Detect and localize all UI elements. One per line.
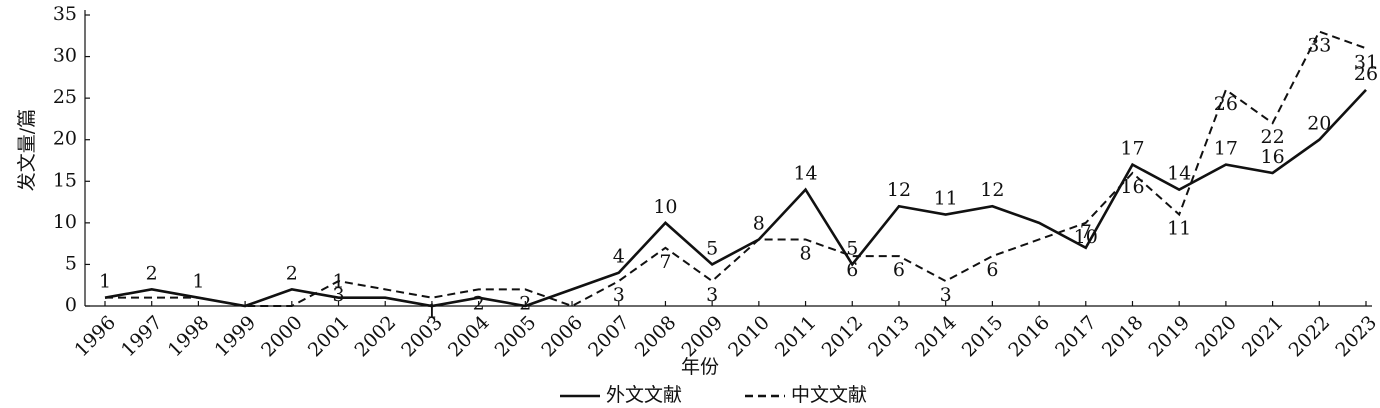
data-label: 17 <box>1120 138 1144 160</box>
data-label: 6 <box>893 259 905 281</box>
x-tick-label: 2008 <box>631 312 681 362</box>
data-label: 12 <box>980 179 1004 201</box>
data-label: 16 <box>1260 146 1284 168</box>
data-label: 7 <box>1080 221 1092 243</box>
data-label: 3 <box>613 284 625 306</box>
data-label: 1 <box>426 301 438 323</box>
x-tick-label: 2005 <box>491 312 541 362</box>
data-label: 3 <box>940 284 952 306</box>
legend-label: 中文文献 <box>791 384 867 406</box>
data-label: 7 <box>659 251 671 273</box>
data-label: 8 <box>800 242 812 264</box>
x-tick-label: 2014 <box>911 312 961 362</box>
data-label: 2 <box>519 292 531 314</box>
x-tick-label: 2006 <box>537 312 587 362</box>
series-line <box>105 30 1367 308</box>
data-label: 26 <box>1354 63 1378 85</box>
data-label: 1 <box>192 271 204 293</box>
x-tick-label: 2022 <box>1285 312 1335 362</box>
data-label: 6 <box>986 259 998 281</box>
x-tick-label: 2023 <box>1331 312 1380 362</box>
y-tick-label: 0 <box>65 294 77 316</box>
data-label: 11 <box>934 188 958 210</box>
x-tick-label: 2011 <box>771 312 821 362</box>
x-axis-label: 年份 <box>681 356 719 378</box>
x-tick-label: 2016 <box>1004 312 1054 362</box>
legend-label: 外文文献 <box>606 384 682 406</box>
data-label: 12 <box>887 179 911 201</box>
data-label: 3 <box>706 284 718 306</box>
y-tick-label: 5 <box>65 252 77 274</box>
x-tick-label: 2012 <box>818 312 868 362</box>
x-tick-label: 2019 <box>1145 312 1195 362</box>
data-label: 10 <box>1074 226 1098 248</box>
x-tick-label: 2002 <box>351 312 401 362</box>
x-tick-label: 1999 <box>210 312 260 362</box>
y-tick-label: 30 <box>53 45 77 67</box>
y-tick-label: 35 <box>53 3 77 25</box>
data-label: 2 <box>146 262 158 284</box>
data-label: 2 <box>286 262 298 284</box>
data-label: 3 <box>332 284 344 306</box>
data-label: 14 <box>793 163 817 185</box>
data-label: 8 <box>753 212 765 234</box>
x-tick-label: 2003 <box>397 312 447 362</box>
data-label: 5 <box>706 237 718 259</box>
y-axis-label: 发文量/篇 <box>16 109 38 191</box>
x-tick-label: 2017 <box>1051 312 1101 362</box>
data-label: 17 <box>1214 138 1238 160</box>
x-tick-label: 1996 <box>70 312 120 362</box>
data-label: 11 <box>1167 218 1191 240</box>
data-label: 31 <box>1354 51 1378 73</box>
x-tick-label: 2001 <box>304 312 354 362</box>
x-tick-label: 2013 <box>864 312 914 362</box>
y-tick-label: 20 <box>53 128 77 150</box>
data-label: 26 <box>1214 93 1238 115</box>
data-label: 14 <box>1167 163 1191 185</box>
data-label: 20 <box>1307 113 1331 135</box>
data-label: 22 <box>1260 126 1284 148</box>
y-tick-label: 25 <box>53 86 77 108</box>
x-tick-label: 2018 <box>1098 312 1148 362</box>
data-label: 10 <box>653 196 677 218</box>
data-label: 4 <box>613 246 625 268</box>
x-tick-label: 2021 <box>1238 312 1288 362</box>
x-tick-label: 2007 <box>584 312 634 362</box>
x-tick-label: 1997 <box>117 312 167 362</box>
data-label: 16 <box>1120 176 1144 198</box>
x-tick-label: 2020 <box>1191 312 1241 362</box>
x-tick-label: 1998 <box>164 312 214 362</box>
x-tick-label: 2010 <box>724 312 774 362</box>
y-tick-label: 15 <box>53 169 77 191</box>
data-label: 1 <box>99 271 111 293</box>
data-label: 5 <box>846 237 858 259</box>
data-label: 2 <box>473 292 485 314</box>
x-tick-label: 2009 <box>677 312 727 362</box>
x-tick-label: 2004 <box>444 312 494 362</box>
data-label: 6 <box>846 259 858 281</box>
x-tick-label: 2000 <box>257 312 307 362</box>
data-label: 33 <box>1307 35 1331 57</box>
y-tick-label: 10 <box>53 211 77 233</box>
x-tick-label: 2015 <box>958 312 1008 362</box>
